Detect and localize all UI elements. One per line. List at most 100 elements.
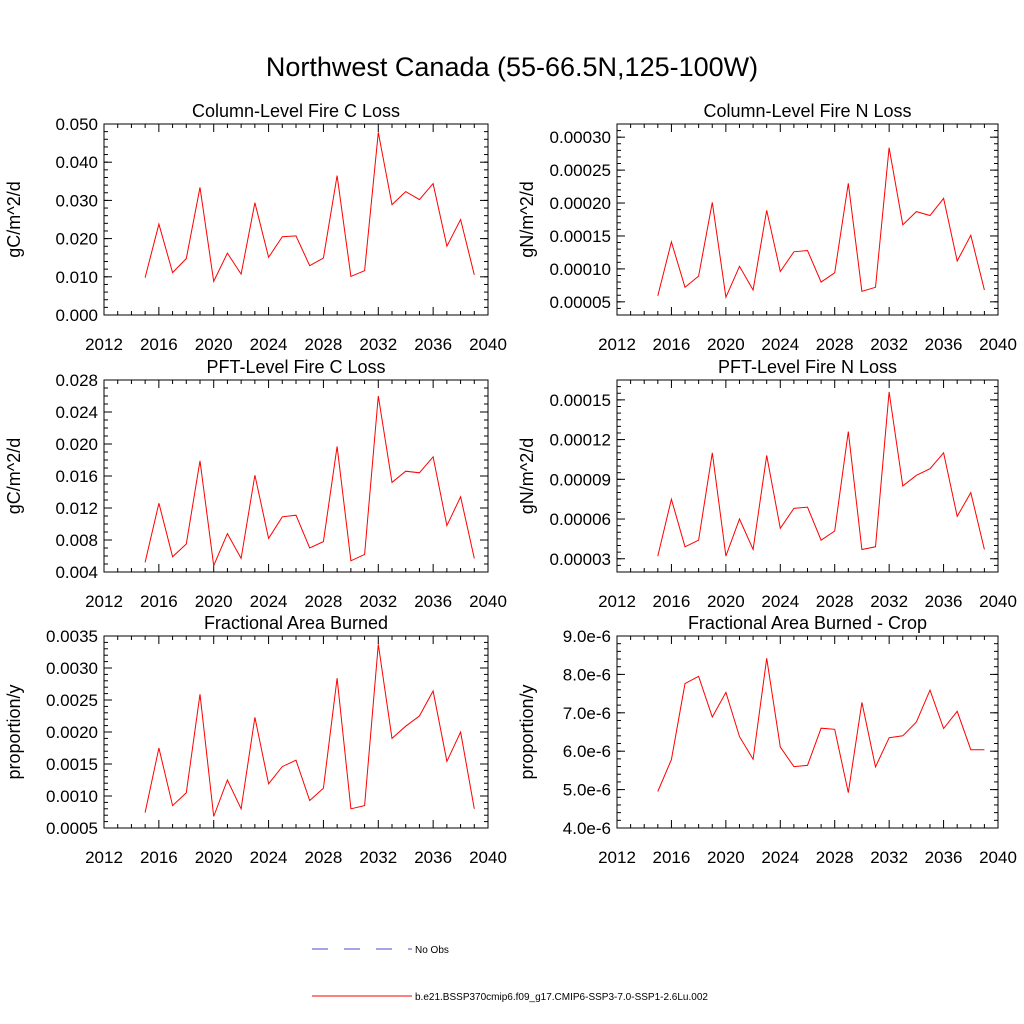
chart-panel: PFT-Level Fire N Loss gN/m^2/d 2012 2016 202…: [517, 357, 1017, 611]
y-axis-label: proportion/y: [4, 684, 24, 779]
panel-title: Fractional Area Burned - Crop: [688, 613, 927, 633]
y-tick-label: 0.00010: [550, 260, 611, 279]
panel-title: Column-Level Fire N Loss: [703, 101, 911, 121]
plot-frame: [616, 635, 999, 829]
panel-title: PFT-Level Fire C Loss: [206, 357, 385, 377]
x-tick-label: 2020: [195, 592, 233, 611]
y-tick-label: 0.00015: [550, 391, 611, 410]
y-tick-label: 7.0e-6: [563, 704, 611, 723]
x-tick-label: 2028: [816, 592, 854, 611]
y-tick-label: 0.050: [55, 115, 98, 134]
x-tick-label: 2020: [707, 592, 745, 611]
series-line: [144, 132, 475, 284]
y-tick-label: 0.016: [55, 467, 98, 486]
x-tick-label: 2036: [414, 335, 452, 354]
panel-title: Column-Level Fire C Loss: [192, 101, 400, 121]
x-tick-label: 2028: [305, 335, 343, 354]
x-tick-label: 2032: [359, 848, 397, 867]
y-tick-label: 5.0e-6: [563, 781, 611, 800]
x-tick-label: 2024: [250, 848, 288, 867]
y-tick-label: 0.012: [55, 499, 98, 518]
legend: No Obs b.e21.BSSP370cmip6.f09_g17.CMIP6-…: [312, 945, 708, 1003]
y-tick-label: 0.00009: [550, 470, 611, 489]
x-tick-label: 2024: [250, 335, 288, 354]
x-tick-label: 2024: [761, 592, 799, 611]
x-tick-label: 2020: [195, 848, 233, 867]
x-tick-label: 2016: [653, 592, 691, 611]
x-tick-label: 2032: [870, 335, 908, 354]
x-tick-label: 2028: [305, 592, 343, 611]
chart-panel: PFT-Level Fire C Loss gC/m^2/d 2012 2016 202…: [4, 357, 507, 611]
y-tick-label: 0.028: [55, 371, 98, 390]
y-tick-label: 0.00030: [550, 128, 611, 147]
y-tick-label: 0.004: [55, 563, 98, 582]
y-tick-label: 0.0035: [46, 627, 98, 646]
x-tick-label: 2032: [359, 335, 397, 354]
y-tick-label: 0.0020: [46, 723, 98, 742]
chart-panels: Column-Level Fire C Loss gC/m^2/d 2012 2016…: [4, 101, 1017, 867]
x-tick-label: 2040: [469, 592, 507, 611]
y-tick-label: 6.0e-6: [563, 742, 611, 761]
x-tick-label: 2028: [305, 848, 343, 867]
series-line: [144, 644, 475, 817]
chart-panel: Fractional Area Burned proportion/y 2012 20…: [4, 613, 507, 867]
y-tick-label: 0.00015: [550, 227, 611, 246]
x-tick-label: 2012: [598, 592, 636, 611]
y-tick-label: 0.008: [55, 531, 98, 550]
y-tick-label: 0.0030: [46, 659, 98, 678]
x-tick-label: 2012: [598, 848, 636, 867]
panel-title: Fractional Area Burned: [204, 613, 388, 633]
legend-model-label: b.e21.BSSP370cmip6.f09_g17.CMIP6-SSP3-7.…: [415, 992, 708, 1003]
legend-obs-label: No Obs: [415, 945, 449, 956]
x-tick-label: 2040: [979, 848, 1017, 867]
x-tick-label: 2040: [979, 335, 1017, 354]
y-tick-label: 0.00005: [550, 293, 611, 312]
x-tick-label: 2012: [85, 335, 123, 354]
x-tick-label: 2032: [870, 848, 908, 867]
y-tick-label: 0.0015: [46, 755, 98, 774]
series-line: [657, 147, 985, 300]
y-tick-label: 0.000: [55, 306, 98, 325]
x-tick-label: 2016: [653, 848, 691, 867]
y-tick-label: 0.020: [55, 435, 98, 454]
x-tick-label: 2040: [469, 335, 507, 354]
plot-frame: [103, 635, 489, 829]
series-line: [144, 395, 475, 568]
x-tick-label: 2020: [195, 335, 233, 354]
x-tick-label: 2040: [469, 848, 507, 867]
x-tick-label: 2032: [870, 592, 908, 611]
series-line: [657, 658, 985, 793]
y-tick-label: 0.020: [55, 230, 98, 249]
x-tick-label: 2028: [816, 848, 854, 867]
x-tick-label: 2036: [414, 592, 452, 611]
x-tick-label: 2012: [85, 592, 123, 611]
y-tick-label: 0.00003: [550, 550, 611, 569]
x-tick-label: 2012: [85, 848, 123, 867]
x-tick-label: 2020: [707, 335, 745, 354]
series-line: [657, 391, 985, 557]
x-tick-label: 2028: [816, 335, 854, 354]
x-tick-label: 2020: [707, 848, 745, 867]
y-tick-label: 0.0010: [46, 787, 98, 806]
x-tick-label: 2032: [359, 592, 397, 611]
y-tick-label: 0.040: [55, 153, 98, 172]
x-tick-label: 2036: [414, 848, 452, 867]
y-axis-label: proportion/y: [517, 684, 537, 779]
x-tick-label: 2016: [140, 592, 178, 611]
x-tick-label: 2016: [140, 335, 178, 354]
y-tick-label: 0.00012: [550, 431, 611, 450]
y-axis-label: gC/m^2/d: [4, 438, 24, 514]
x-tick-label: 2036: [925, 848, 963, 867]
plot-frame: [616, 379, 999, 573]
y-tick-label: 0.00020: [550, 194, 611, 213]
plot-frame: [103, 379, 489, 573]
panel-title: PFT-Level Fire N Loss: [718, 357, 897, 377]
chart-panel: Fractional Area Burned - Crop proportion/…: [517, 613, 1017, 867]
x-tick-label: 2024: [761, 848, 799, 867]
y-tick-label: 0.00025: [550, 161, 611, 180]
y-axis-label: gN/m^2/d: [517, 438, 537, 514]
y-tick-label: 4.0e-6: [563, 819, 611, 838]
x-tick-label: 2024: [761, 335, 799, 354]
y-axis-label: gC/m^2/d: [4, 181, 24, 257]
